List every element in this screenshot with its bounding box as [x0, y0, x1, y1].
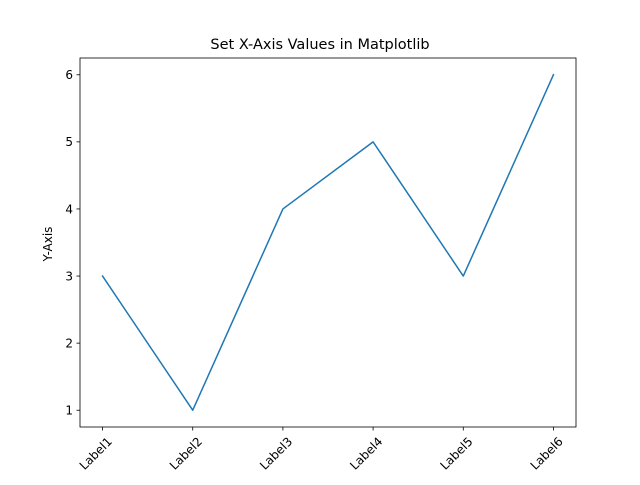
y-tick-label: 1	[65, 404, 73, 418]
y-tick-label: 3	[65, 269, 73, 283]
axes-frame	[79, 57, 577, 428]
y-tick-label: 5	[65, 135, 73, 149]
series-line-1	[101, 73, 555, 411]
chart-title: Set X-Axis Values in Matplotlib	[210, 37, 429, 53]
y-tick-label: 2	[65, 336, 73, 350]
y-tick-label: 4	[65, 202, 73, 216]
y-axis-label: Y-Axis	[41, 227, 55, 263]
y-tick-label: 6	[65, 68, 73, 82]
